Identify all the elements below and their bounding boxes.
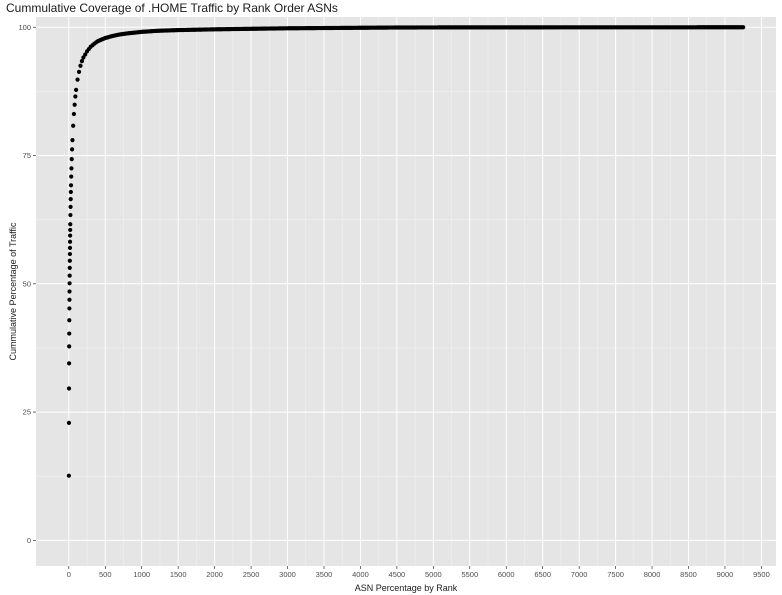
plot-panel bbox=[36, 17, 776, 566]
data-point-fill bbox=[90, 43, 95, 48]
x-tick-label: 3000 bbox=[279, 570, 296, 579]
data-point bbox=[67, 258, 72, 263]
y-tick-label: 75 bbox=[23, 151, 31, 160]
x-tick-label: 5000 bbox=[425, 570, 442, 579]
data-point bbox=[68, 204, 73, 209]
data-point bbox=[67, 245, 73, 250]
x-tick-label: 6000 bbox=[498, 570, 515, 579]
data-point bbox=[66, 473, 71, 478]
x-tick-label: 2500 bbox=[243, 570, 260, 579]
data-point bbox=[71, 111, 77, 117]
data-point bbox=[68, 197, 73, 202]
x-tick-label: 7000 bbox=[571, 570, 588, 579]
x-tick-label: 8000 bbox=[644, 570, 661, 579]
x-tick-label: 7500 bbox=[607, 570, 624, 579]
data-point bbox=[67, 273, 72, 278]
data-point bbox=[68, 222, 73, 227]
x-tick-label: 9000 bbox=[717, 570, 734, 579]
data-point-fill bbox=[739, 25, 744, 30]
data-point bbox=[67, 265, 72, 270]
data-point bbox=[67, 318, 72, 323]
data-point bbox=[69, 174, 74, 179]
x-tick-label: 8500 bbox=[680, 570, 697, 579]
x-tick-label: 1500 bbox=[170, 570, 187, 579]
data-point bbox=[67, 289, 72, 294]
data-point bbox=[75, 77, 80, 82]
y-tick-label: 50 bbox=[23, 279, 31, 288]
x-tick-label: 3500 bbox=[316, 570, 333, 579]
y-tick-label: 100 bbox=[18, 23, 31, 32]
x-tick-label: 6500 bbox=[534, 570, 551, 579]
data-point bbox=[76, 69, 82, 74]
data-point bbox=[67, 297, 72, 302]
data-point bbox=[79, 59, 85, 64]
data-point bbox=[73, 94, 78, 99]
x-axis-title: ASN Percentage by Rank bbox=[355, 583, 458, 593]
data-point-fill bbox=[83, 52, 88, 57]
data-point bbox=[67, 251, 73, 257]
data-point bbox=[71, 123, 76, 128]
x-tick-label: 9500 bbox=[753, 570, 770, 579]
data-point bbox=[73, 87, 79, 92]
data-point bbox=[68, 189, 73, 195]
data-point bbox=[69, 157, 74, 162]
data-point bbox=[66, 386, 72, 391]
data-point bbox=[68, 212, 73, 218]
data-point bbox=[68, 227, 73, 233]
data-point bbox=[69, 166, 74, 171]
x-tick-label: 1000 bbox=[133, 570, 150, 579]
data-point bbox=[67, 239, 73, 244]
data-point bbox=[67, 306, 72, 311]
data-point-fill bbox=[94, 40, 99, 45]
data-point bbox=[67, 331, 72, 336]
data-point bbox=[67, 344, 72, 349]
data-point bbox=[68, 233, 73, 238]
data-point bbox=[66, 420, 72, 425]
data-point bbox=[70, 138, 75, 143]
x-tick-label: 2000 bbox=[206, 570, 223, 579]
data-point bbox=[68, 183, 74, 188]
x-tick-label: 5500 bbox=[461, 570, 478, 579]
data-point bbox=[78, 63, 83, 68]
y-axis-title: Cummulative Percentage of Traffic bbox=[8, 222, 18, 360]
x-tick-label: 4500 bbox=[389, 570, 406, 579]
x-tick-label: 500 bbox=[99, 570, 112, 579]
data-point bbox=[72, 102, 77, 107]
data-point bbox=[69, 147, 75, 152]
y-tick-label: 0 bbox=[27, 536, 31, 545]
data-point bbox=[66, 361, 72, 366]
chart-title: Cummulative Coverage of .HOME Traffic by… bbox=[6, 1, 338, 15]
x-tick-label: 0 bbox=[67, 570, 71, 579]
x-tick-label: 4000 bbox=[352, 570, 369, 579]
data-point bbox=[81, 55, 86, 60]
data-point bbox=[67, 281, 72, 286]
y-tick-label: 25 bbox=[23, 408, 31, 417]
data-point-fill bbox=[86, 46, 91, 52]
